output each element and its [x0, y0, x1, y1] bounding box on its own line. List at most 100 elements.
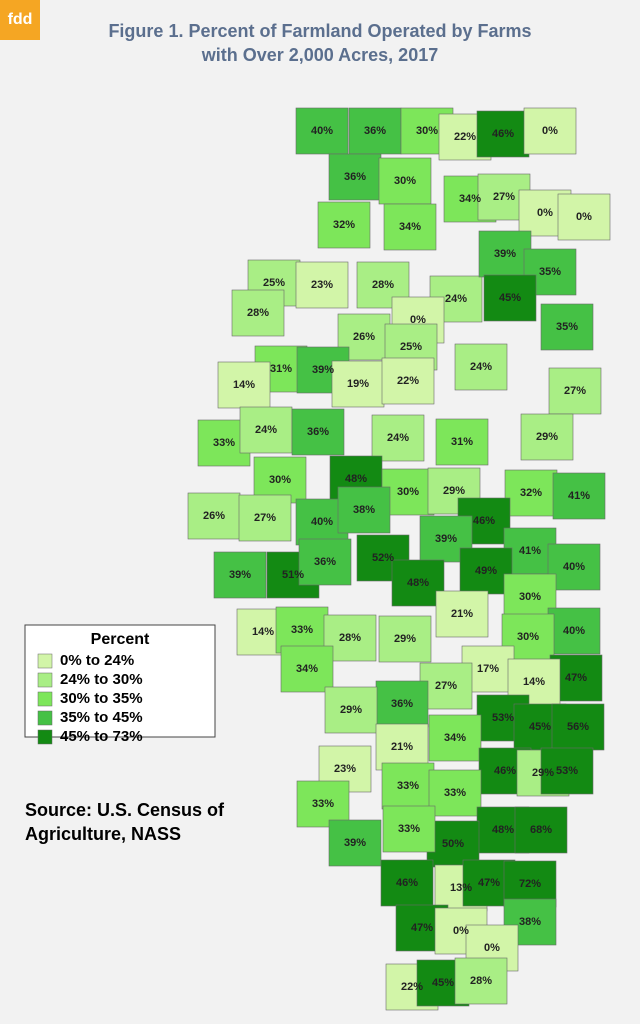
- county-label: 45%: [499, 292, 521, 304]
- county-label: 33%: [291, 624, 313, 636]
- county-label: 0%: [576, 211, 592, 223]
- county-label: 21%: [391, 741, 413, 753]
- county-label: 46%: [396, 877, 418, 889]
- source: Agriculture, NASS: [25, 824, 181, 844]
- county-label: 22%: [401, 981, 423, 993]
- county-label: 0%: [484, 942, 500, 954]
- county-label: 28%: [372, 279, 394, 291]
- county-label: 28%: [247, 307, 269, 319]
- county-label: 32%: [520, 487, 542, 499]
- county: [328, 153, 382, 201]
- county: [548, 367, 602, 415]
- county-label: 39%: [229, 569, 251, 581]
- county-label: 36%: [314, 556, 336, 568]
- legend-swatch: [37, 653, 53, 669]
- county-label: 48%: [492, 824, 514, 836]
- county: [280, 645, 334, 693]
- county-label: 17%: [477, 663, 499, 675]
- county-label: 46%: [494, 765, 516, 777]
- county-label: 29%: [340, 704, 362, 716]
- county-label: 33%: [312, 798, 334, 810]
- county-label: 41%: [519, 545, 541, 557]
- county: [540, 747, 594, 795]
- county: [295, 107, 349, 155]
- county-label: 24%: [470, 361, 492, 373]
- county-label: 29%: [532, 767, 554, 779]
- county: [381, 762, 435, 810]
- county: [551, 703, 605, 751]
- county: [295, 261, 349, 309]
- county-label: 25%: [263, 277, 285, 289]
- county: [381, 357, 435, 405]
- logo-box: [0, 0, 40, 40]
- county-label: 24%: [387, 432, 409, 444]
- county: [435, 418, 489, 466]
- county: [523, 107, 577, 155]
- county-label: 26%: [203, 510, 225, 522]
- county: [378, 615, 432, 663]
- county: [383, 203, 437, 251]
- county-label: 36%: [364, 125, 386, 137]
- county-label: 48%: [407, 577, 429, 589]
- county-label: 30%: [397, 486, 419, 498]
- county-label: 46%: [473, 515, 495, 527]
- county: [239, 406, 293, 454]
- county-label: 35%: [556, 321, 578, 333]
- county: [557, 193, 611, 241]
- county-label: 51%: [282, 569, 304, 581]
- county-label: 30%: [394, 175, 416, 187]
- county-label: 52%: [372, 552, 394, 564]
- county: [298, 538, 352, 586]
- legend-swatch: [37, 672, 53, 688]
- county: [331, 360, 385, 408]
- county-label: 25%: [400, 341, 422, 353]
- county-label: 28%: [339, 632, 361, 644]
- county-label: 40%: [563, 625, 585, 637]
- county: [238, 494, 292, 542]
- county-label: 0%: [542, 125, 558, 137]
- county-label: 24%: [255, 424, 277, 436]
- county-label: 14%: [233, 379, 255, 391]
- county-label: 0%: [537, 207, 553, 219]
- county-labels: 40% 36% 30% 22% 46% 0% 36% 30% 34% 27% 0% 0% 32% 34% 2…: [203, 125, 592, 993]
- county: [540, 303, 594, 351]
- county-label: 27%: [435, 680, 457, 692]
- county-label: 22%: [397, 375, 419, 387]
- county-label: 68%: [530, 824, 552, 836]
- legend-swatch: [37, 710, 53, 726]
- county-label: 53%: [492, 712, 514, 724]
- county: [426, 820, 480, 868]
- county-label: 39%: [344, 837, 366, 849]
- legend-label: 35% to 45%: [60, 709, 143, 726]
- county: [296, 780, 350, 828]
- legend-label: 30% to 35%: [60, 690, 143, 707]
- county-label: 27%: [493, 191, 515, 203]
- title: with Over 2,000 Acres, 2017: [201, 45, 438, 65]
- county-label: 35%: [539, 266, 561, 278]
- county: [514, 806, 568, 854]
- county-label: 26%: [353, 331, 375, 343]
- county: [378, 157, 432, 205]
- legend: 0% to 24% 24% to 30% 30% to 35% 35% to 45% 4…: [37, 652, 143, 745]
- county-label: 36%: [391, 698, 413, 710]
- county-label: 49%: [475, 565, 497, 577]
- county: [419, 662, 473, 710]
- county: [371, 414, 425, 462]
- legend-label: 0% to 24%: [60, 652, 134, 669]
- county: [476, 110, 530, 158]
- county-label: 41%: [568, 490, 590, 502]
- county-label: 31%: [270, 363, 292, 375]
- county-label: 30%: [517, 631, 539, 643]
- county-label: 38%: [519, 916, 541, 928]
- county-label: 46%: [492, 128, 514, 140]
- county-label: 19%: [347, 378, 369, 390]
- county-label: 39%: [494, 248, 516, 260]
- county-label: 22%: [454, 131, 476, 143]
- county-label: 29%: [536, 431, 558, 443]
- county-label: 34%: [296, 663, 318, 675]
- county-label: 21%: [451, 608, 473, 620]
- county-label: 38%: [353, 504, 375, 516]
- county: [454, 957, 508, 1005]
